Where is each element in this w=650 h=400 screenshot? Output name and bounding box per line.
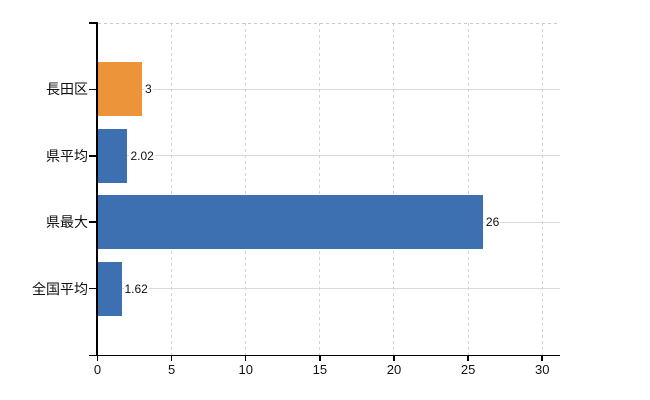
v-gridline xyxy=(541,23,543,355)
h-gridline xyxy=(97,155,560,157)
x-tick-label: 10 xyxy=(238,362,253,377)
h-gridline xyxy=(97,288,560,290)
bar-value-label: 26 xyxy=(484,215,501,230)
x-axis-tick xyxy=(244,356,247,361)
y-axis-tick xyxy=(89,287,96,290)
x-tick-label: 0 xyxy=(93,362,102,377)
y-axis-tick xyxy=(89,155,96,157)
y-axis-tick xyxy=(89,88,96,91)
x-axis-tick xyxy=(541,356,543,361)
h-gridline xyxy=(97,88,560,90)
category-label: 県最大 xyxy=(46,214,88,231)
v-gridline xyxy=(171,23,173,355)
x-axis-line xyxy=(89,354,560,356)
v-gridline xyxy=(319,23,321,355)
bar-value-label: 3 xyxy=(143,82,153,97)
plot-top-border xyxy=(97,22,560,24)
v-gridline xyxy=(393,23,395,355)
v-gridline xyxy=(467,23,469,355)
category-label: 県平均 xyxy=(46,147,88,164)
x-axis-tick xyxy=(319,356,321,361)
x-tick-label: 30 xyxy=(534,362,550,377)
x-axis-tick xyxy=(96,356,99,361)
x-axis-tick xyxy=(393,356,395,361)
y-axis-tick xyxy=(89,22,96,24)
category-label: 長田区 xyxy=(46,81,88,98)
y-axis-line xyxy=(96,22,98,355)
bar-1 xyxy=(97,62,142,117)
x-tick-label: 25 xyxy=(460,362,476,377)
x-axis-tick xyxy=(467,356,469,361)
bar-4 xyxy=(97,261,122,316)
v-gridline xyxy=(245,23,247,355)
bar-3 xyxy=(97,195,483,250)
bar-value-label: 2.02 xyxy=(129,148,155,163)
x-axis-tick xyxy=(170,356,173,361)
bar-2 xyxy=(97,128,128,183)
x-tick-label: 15 xyxy=(312,362,328,377)
bar-value-label: 1.62 xyxy=(123,281,149,296)
x-tick-label: 5 xyxy=(167,362,176,377)
category-label: 全国平均 xyxy=(32,280,88,297)
x-tick-label: 20 xyxy=(386,362,402,377)
y-axis-tick xyxy=(89,221,96,223)
